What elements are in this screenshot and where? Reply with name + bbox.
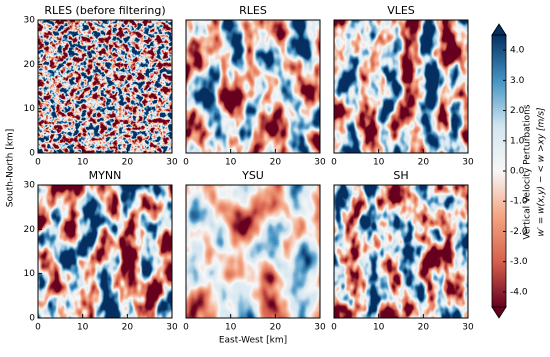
x-tick-label: 30: [166, 323, 178, 333]
axes-frame: [37, 19, 173, 154]
field-image: [186, 185, 320, 318]
x-tick-label: 0: [183, 158, 189, 168]
colorbar-tick-label: 2.0: [510, 106, 525, 116]
y-tick-label: 20: [24, 60, 36, 70]
x-tick-label: 30: [314, 323, 326, 333]
colorbar-tick-label: -1.0: [510, 197, 528, 207]
x-tick-label: 30: [166, 158, 178, 168]
axes-frame: [37, 184, 173, 319]
axes-frame: [333, 19, 469, 154]
x-tick-label: 0: [331, 158, 337, 168]
axes-frame: [185, 184, 321, 319]
colorbar-label: Vertical Velocity Perturbations: [523, 104, 533, 239]
y-tick-label: 30: [24, 16, 36, 26]
x-tick-label: 10: [225, 158, 237, 168]
x-tick-label: 0: [183, 323, 189, 333]
x-tick-label: 20: [270, 323, 282, 333]
field-image: [334, 185, 468, 318]
x-axis-label: East-West [km]: [219, 336, 287, 346]
panel-title: RLES (before filtering): [44, 4, 165, 17]
y-tick-label: 10: [24, 104, 36, 114]
colorbar-tick-label: 1.0: [510, 136, 525, 146]
x-tick-label: 10: [225, 323, 237, 333]
axes-frame: [185, 19, 321, 154]
x-tick-label: 30: [462, 158, 474, 168]
panel-title: YSU: [241, 169, 264, 182]
panel-title: VLES: [387, 4, 415, 17]
colorbar-tick-label: 3.0: [510, 76, 525, 86]
x-tick-label: 20: [418, 158, 430, 168]
y-tick-label: 20: [24, 225, 36, 235]
axes-frame: [333, 184, 469, 319]
colorbar-tick-label: -4.0: [510, 287, 528, 297]
field-image: [334, 20, 468, 153]
x-tick-label: 30: [314, 158, 326, 168]
colorbar-tick-label: -3.0: [510, 257, 528, 267]
colorbar-extension-top: [491, 23, 507, 36]
panel-title: MYNN: [89, 169, 122, 182]
x-tick-label: 20: [122, 323, 134, 333]
colorbar-tick-label: -2.0: [510, 227, 528, 237]
colorbar-tick-label: 0.0: [510, 167, 525, 177]
colorbar-tick-label: 4.0: [510, 46, 525, 56]
y-axis-label: South-North [km]: [6, 129, 16, 207]
x-tick-label: 20: [122, 158, 134, 168]
panel-title: RLES: [239, 4, 267, 17]
y-tick-label: 0: [29, 314, 35, 324]
colorbar-extension-bottom: [491, 306, 507, 319]
x-tick-label: 0: [35, 323, 41, 333]
y-tick-label: 10: [24, 269, 36, 279]
panel-title: SH: [393, 169, 408, 182]
x-tick-label: 0: [35, 158, 41, 168]
x-tick-label: 10: [373, 323, 385, 333]
x-tick-label: 10: [77, 323, 89, 333]
field-image: [38, 185, 172, 318]
colorbar-sublabel: w′ = w(x,y) − < w >xy [m/s]: [537, 107, 547, 237]
x-tick-label: 10: [77, 158, 89, 168]
x-tick-label: 30: [462, 323, 474, 333]
x-tick-label: 10: [373, 158, 385, 168]
x-tick-label: 20: [270, 158, 282, 168]
x-tick-label: 0: [331, 323, 337, 333]
x-tick-label: 20: [418, 323, 430, 333]
field-image: [186, 20, 320, 153]
field-image: [38, 20, 172, 153]
y-tick-label: 30: [24, 181, 36, 191]
y-tick-label: 0: [29, 149, 35, 159]
